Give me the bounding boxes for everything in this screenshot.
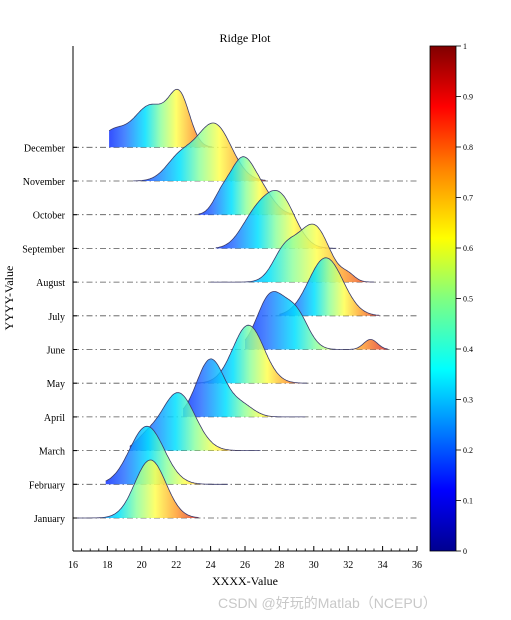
ridge-january — [74, 459, 199, 519]
ridge-outline — [182, 358, 306, 418]
y-tick-label: February — [29, 480, 65, 491]
y-tick-label: September — [22, 244, 65, 255]
y-tick-label: December — [24, 143, 66, 154]
ridge-fill — [129, 392, 261, 451]
colorbar-tick-label: 0.9 — [463, 93, 473, 102]
ridge-outline — [105, 425, 228, 485]
colorbar-tick-label: 0.8 — [463, 143, 473, 152]
ridge-outline — [129, 392, 261, 451]
colorbar-tick-label: 0.2 — [463, 446, 473, 455]
colorbar-tick-label: 0.7 — [463, 194, 473, 203]
y-tick-label: October — [33, 211, 66, 222]
watermark: CSDN @好玩的Matlab（NCEPU） — [218, 595, 437, 611]
ridge-outline — [210, 223, 375, 283]
y-axis-label: YYYY-Value — [2, 266, 16, 331]
x-tick-label: 32 — [343, 560, 353, 571]
y-tick-label: March — [39, 447, 65, 458]
ridge-fill — [74, 460, 199, 518]
colorbar-tick-label: 0 — [463, 547, 467, 556]
x-tick-label: 30 — [309, 560, 319, 571]
ridge-june — [244, 291, 388, 350]
y-tick-label: May — [47, 379, 65, 390]
ridge-fill — [183, 358, 306, 417]
colorbar — [429, 45, 457, 552]
ridge-february — [105, 425, 228, 485]
y-tick-label: April — [44, 413, 65, 424]
x-ticks: 16 18 20 22 24 26 28 30 32 34 36 — [68, 546, 422, 571]
x-tick-label: 20 — [137, 560, 147, 571]
x-tick-label: 28 — [274, 560, 284, 571]
y-tick-labels: January February March April May June July Augu… — [22, 143, 77, 525]
x-axis-label: XXXX-Value — [212, 574, 278, 588]
chart-title: Ridge Plot — [219, 31, 271, 45]
ridge-fill — [215, 190, 337, 249]
x-tick-label: 22 — [171, 560, 181, 571]
ridge-december — [108, 88, 213, 148]
y-tick-label: November — [23, 177, 66, 188]
ridge-outline — [279, 257, 380, 316]
ridge-march — [129, 392, 261, 451]
colorbar-tick-label: 0.5 — [463, 295, 473, 304]
colorbar-tick-label: 0.1 — [463, 497, 473, 506]
colorbar-tick-label: 0.4 — [463, 345, 473, 354]
colorbar-tick-label: 0.3 — [463, 396, 473, 405]
ridge-april — [182, 358, 306, 418]
ridge-outline — [244, 291, 388, 350]
colorbar-tick-label: 0.6 — [463, 244, 473, 253]
y-tick-label: January — [34, 514, 65, 525]
colorbar-ticks: 0 0.1 0.2 0.3 0.4 0.5 0.6 0.7 0.8 0.9 1 — [456, 42, 473, 556]
y-tick-label: June — [47, 346, 66, 357]
ridge-fill — [193, 325, 307, 384]
ridge-july — [279, 257, 380, 316]
x-tick-label: 26 — [240, 560, 250, 571]
x-tick-label: 36 — [412, 560, 422, 571]
ridge-fill — [109, 89, 213, 148]
x-tick-label: 18 — [102, 560, 112, 571]
x-tick-label: 16 — [68, 560, 78, 571]
ridge-outline — [74, 459, 199, 519]
x-tick-label: 34 — [378, 560, 388, 571]
y-tick-label: August — [36, 278, 65, 289]
ridge-outline — [108, 88, 213, 148]
colorbar-tick-label: 1 — [463, 42, 467, 51]
y-tick-label: July — [48, 312, 65, 323]
x-tick-label: 24 — [206, 560, 216, 571]
ridges — [74, 88, 388, 519]
ridge-fill — [245, 291, 388, 350]
